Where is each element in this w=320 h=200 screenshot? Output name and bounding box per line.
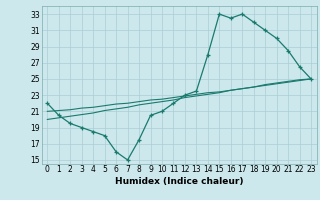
X-axis label: Humidex (Indice chaleur): Humidex (Indice chaleur) bbox=[115, 177, 244, 186]
